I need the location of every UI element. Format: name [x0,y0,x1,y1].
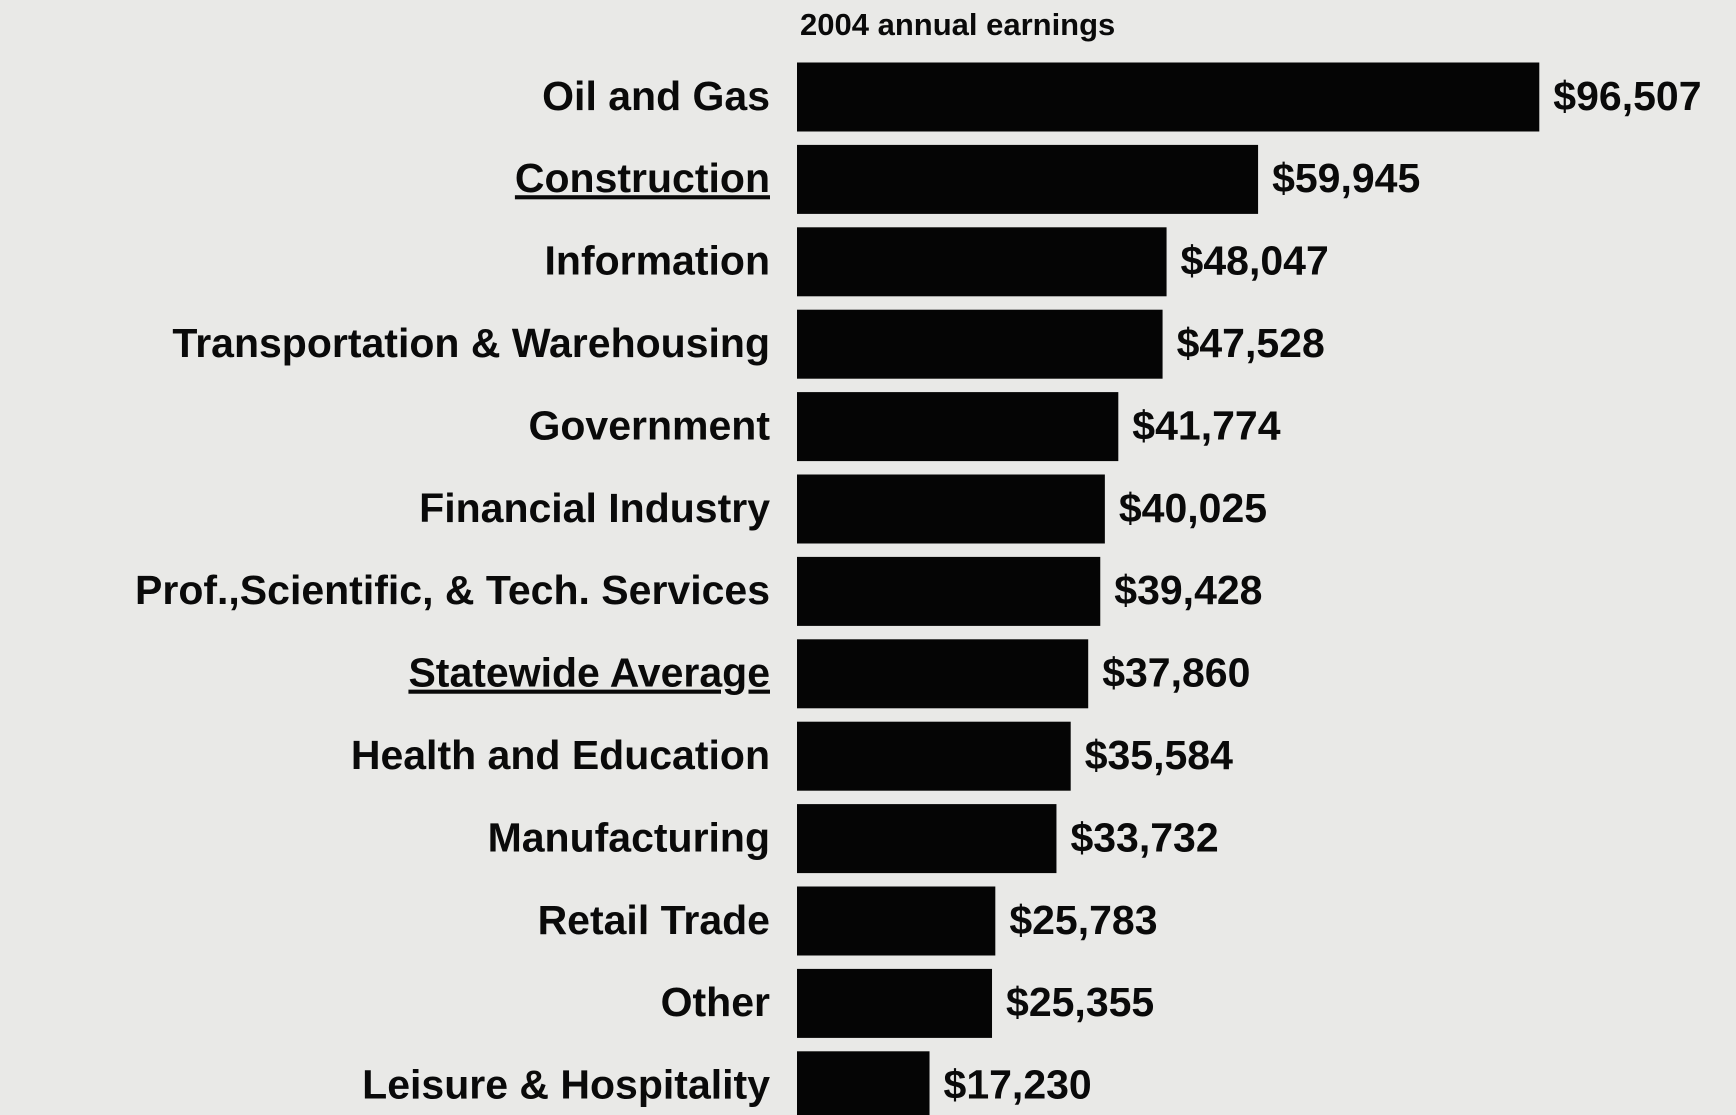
value-label: $25,783 [1009,897,1157,943]
bar [797,639,1089,709]
value-label: $37,860 [1102,650,1250,696]
category-label: Transportation & Warehousing [172,320,770,366]
category-label: Health and Education [351,732,770,778]
category-label: Financial Industry [419,485,770,531]
bar [797,1051,930,1115]
bar [797,144,1259,214]
value-label: $96,507 [1553,73,1701,119]
value-label: $39,428 [1114,567,1262,613]
bar [797,968,993,1038]
value-label: $40,025 [1119,485,1267,531]
chart-title: 2004 annual earnings [800,7,1115,42]
value-label: $25,355 [1006,979,1154,1025]
value-label: $59,945 [1272,155,1420,201]
value-label: $33,732 [1070,814,1218,860]
category-label: Government [529,402,771,448]
category-label: Statewide Average [408,650,770,696]
value-label: $41,774 [1132,402,1280,448]
category-label: Prof.,Scientific, & Tech. Services [135,567,770,613]
category-label: Manufacturing [488,814,770,860]
bar [797,556,1101,626]
bar [797,392,1119,462]
category-label: Retail Trade [538,897,770,943]
category-label: Leisure & Hospitality [362,1062,770,1108]
value-label: $47,528 [1177,320,1325,366]
category-label: Information [545,238,770,284]
value-label: $48,047 [1181,238,1329,284]
bar [797,62,1540,132]
bar [797,721,1071,791]
bar [797,474,1105,544]
value-label: $35,584 [1085,732,1233,778]
category-label: Other [661,979,770,1025]
bar [797,804,1057,874]
value-label: $17,230 [944,1062,1092,1108]
bar [797,886,996,956]
category-label: Oil and Gas [542,73,770,119]
bar [797,309,1163,379]
category-label: Construction [515,155,770,201]
bar [797,227,1167,297]
